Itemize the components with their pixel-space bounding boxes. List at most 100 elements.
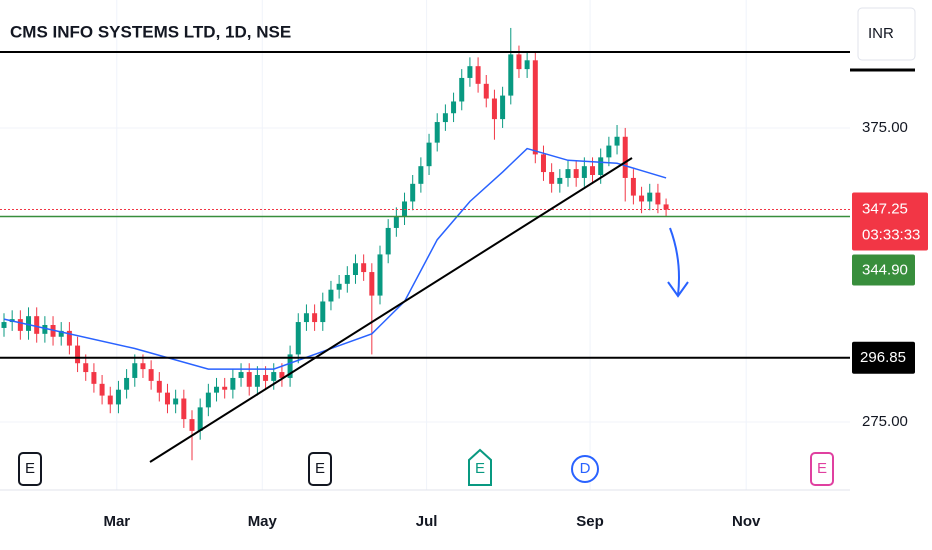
candle-body <box>467 66 473 78</box>
candle-body <box>630 177 636 196</box>
candle-body <box>393 216 399 228</box>
y-tick-label: 375.00 <box>862 119 908 136</box>
event-label: D <box>580 460 591 477</box>
candle-body <box>189 419 195 431</box>
event-label: E <box>475 460 485 477</box>
down-arrow <box>667 227 689 298</box>
last-price-box <box>852 192 928 251</box>
candle-body <box>246 372 252 387</box>
candle-body <box>148 369 154 381</box>
candle-body <box>442 113 448 123</box>
candle-body <box>410 183 416 202</box>
candle-body <box>222 386 228 390</box>
candle-body <box>622 136 628 178</box>
event-badge[interactable] <box>18 452 42 486</box>
candle-body <box>1 322 7 328</box>
candle-body <box>328 289 334 302</box>
candle-body <box>181 398 187 420</box>
candle-body <box>173 398 179 405</box>
candle-body <box>214 386 220 393</box>
candle-body <box>540 154 546 173</box>
candle-body <box>573 169 579 178</box>
candle-body <box>238 372 244 378</box>
event-badge[interactable] <box>571 455 599 483</box>
x-tick-label: Mar <box>103 513 130 530</box>
candle-body <box>42 325 48 334</box>
candle-body <box>263 375 269 381</box>
candle-body <box>132 363 138 378</box>
candle-body <box>557 177 563 184</box>
candle-body <box>377 254 383 296</box>
candle-body <box>459 77 465 102</box>
event-badge[interactable] <box>308 452 332 486</box>
candle-body <box>385 227 391 255</box>
plot <box>0 27 850 461</box>
candle-body <box>140 363 146 370</box>
candle-body <box>336 283 342 290</box>
level-label-box <box>852 341 915 374</box>
event-label: E <box>315 460 325 477</box>
candle-body <box>17 319 23 331</box>
price-axis: 375.00 275.00 Mar May Jul Sep Nov 296.85 347.25 0… <box>103 119 928 530</box>
candle-body <box>369 272 375 296</box>
trend-line <box>149 157 633 463</box>
currency: INR <box>868 25 894 42</box>
support-label: 344.90 <box>862 261 908 278</box>
candle-body <box>352 263 358 275</box>
candle-body <box>647 192 653 202</box>
chart-title: CMS INFO SYSTEMS LTD, 1D, NSE <box>10 22 291 41</box>
candle-body <box>451 101 457 114</box>
candle-body <box>655 192 661 205</box>
candle-body <box>491 98 497 120</box>
candle-body <box>107 395 113 405</box>
candle-body <box>312 313 318 323</box>
candle-body <box>483 83 489 99</box>
candle-body <box>344 275 350 284</box>
candle-body <box>115 389 121 405</box>
event-label: E <box>25 460 35 477</box>
candle-body <box>418 166 424 184</box>
candle-body <box>606 145 612 158</box>
candle-body <box>295 322 301 355</box>
support-label-box <box>852 254 915 286</box>
event-badges: E E E D E <box>18 448 834 486</box>
candle-body <box>205 392 211 408</box>
candle-body <box>197 407 203 431</box>
grid <box>0 0 850 490</box>
moving-average <box>3 147 667 370</box>
candle-body <box>639 195 645 202</box>
candle-body <box>549 172 555 184</box>
event-badge[interactable] <box>810 452 834 486</box>
candle-body <box>230 377 236 390</box>
candle-body <box>532 60 538 155</box>
candle-body <box>279 372 285 378</box>
candle-body <box>26 316 32 331</box>
x-tick-label: Sep <box>576 513 604 530</box>
candle-body <box>83 363 89 373</box>
candle-body <box>287 354 293 378</box>
candle-body <box>254 375 260 387</box>
candle-body <box>164 392 170 405</box>
x-tick-label: Nov <box>732 513 761 530</box>
event-badge[interactable] <box>468 448 492 486</box>
countdown-label: 03:33:33 <box>862 227 920 244</box>
candle-body <box>34 316 40 334</box>
last-price-label: 347.25 <box>862 201 908 218</box>
candle-body <box>581 166 587 178</box>
candle-body <box>614 136 620 146</box>
candle-body <box>402 201 408 217</box>
candle-body <box>426 142 432 167</box>
level-label: 296.85 <box>860 349 906 366</box>
candle-body <box>663 204 669 210</box>
candle-body <box>590 166 596 175</box>
candle-body <box>271 372 277 381</box>
candle-body <box>58 330 64 337</box>
candle-body <box>320 301 326 323</box>
candle-body <box>75 345 81 364</box>
currency-box[interactable] <box>857 7 916 61</box>
candle-body <box>434 122 440 143</box>
x-tick-label: May <box>248 513 278 530</box>
